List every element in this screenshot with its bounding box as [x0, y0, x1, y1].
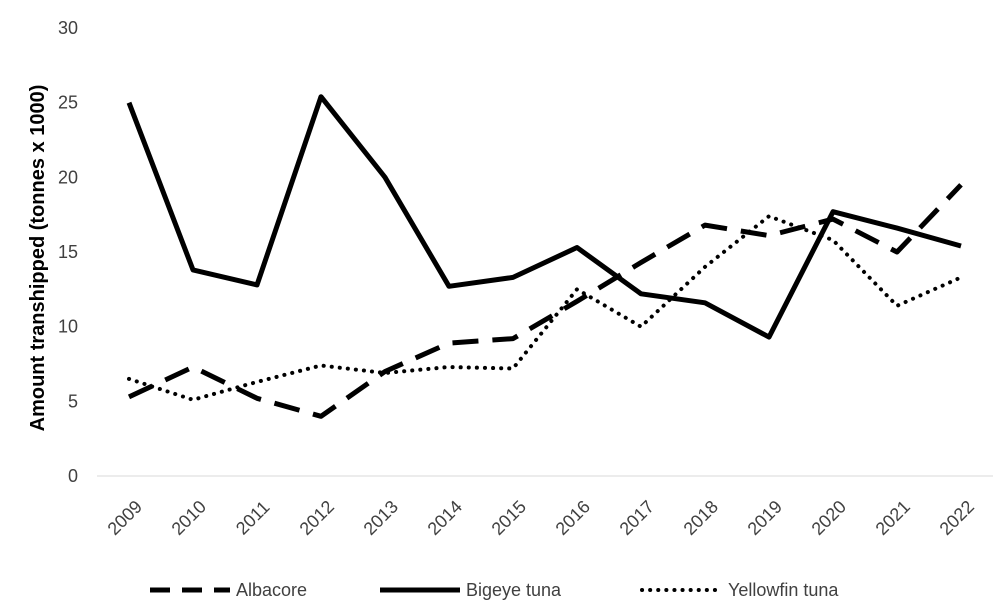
x-tick-label: 2018 — [680, 497, 722, 539]
x-tick-label: 2017 — [616, 497, 658, 539]
y-tick-label: 30 — [58, 18, 78, 38]
x-tick-label: 2019 — [744, 497, 786, 539]
series-lines — [126, 94, 963, 419]
x-tick-label: 2022 — [936, 497, 978, 539]
legend-label: Bigeye tuna — [466, 580, 562, 600]
x-tick-label: 2015 — [488, 497, 530, 539]
legend-label: Yellowfin tuna — [728, 580, 839, 600]
series-line-albacore — [127, 183, 963, 419]
x-tick-label: 2020 — [808, 497, 850, 539]
x-tick-label: 2012 — [296, 497, 338, 539]
x-tick-label: 2011 — [232, 497, 274, 539]
x-tick-label: 2021 — [872, 497, 914, 539]
x-tick-label: 2013 — [360, 497, 402, 539]
x-tick-label: 2016 — [552, 497, 594, 539]
x-tick-label: 2014 — [424, 497, 466, 539]
y-tick-label: 5 — [68, 391, 78, 411]
y-tick-label: 25 — [58, 93, 78, 113]
y-tick-label: 15 — [58, 242, 78, 262]
y-axis-label: Amount transhipped (tonnes x 1000) — [27, 85, 49, 432]
x-tick-label: 2010 — [168, 497, 210, 539]
y-tick-label: 20 — [58, 167, 78, 187]
series-line-bigeye-tuna — [126, 94, 962, 340]
x-tick-label: 2009 — [104, 497, 146, 539]
y-axis-ticks: 0 5 10 15 20 25 30 — [58, 18, 78, 486]
x-axis-ticks: 2009 2010 2011 2012 2013 2014 2015 2016 2017 2018… — [104, 497, 978, 539]
legend-label: Albacore — [236, 580, 307, 600]
y-tick-label: 0 — [68, 466, 78, 486]
y-tick-label: 10 — [58, 317, 78, 337]
series-line-yellowfin-tuna — [127, 214, 963, 402]
legend: Albacore Bigeye tuna Yellowfin tuna — [150, 580, 839, 600]
